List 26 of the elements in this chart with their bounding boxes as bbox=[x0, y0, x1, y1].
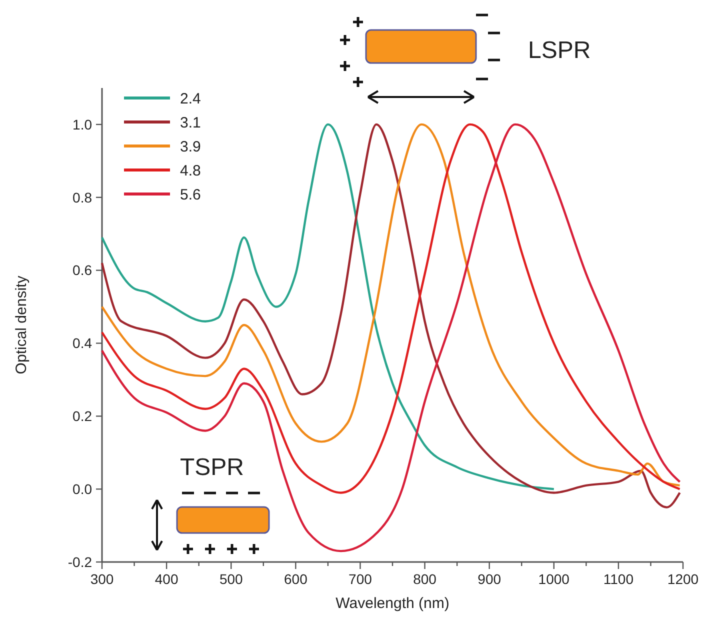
x-tick-label: 1100 bbox=[603, 571, 634, 587]
x-tick-label: 1200 bbox=[667, 571, 699, 587]
y-tick-label: -0.2 bbox=[68, 554, 92, 570]
x-tick-label: 1000 bbox=[538, 571, 570, 587]
y-tick-label: 0.2 bbox=[72, 408, 92, 424]
legend-label: 5.6 bbox=[180, 186, 201, 204]
x-tick-label: 700 bbox=[348, 571, 372, 587]
y-tick-label: 0.8 bbox=[72, 189, 92, 206]
annotation: TSPR bbox=[180, 454, 244, 481]
legend-label: 4.8 bbox=[180, 162, 201, 180]
y-tick-label: 0.0 bbox=[72, 480, 92, 497]
legend-label: 3.9 bbox=[180, 138, 201, 156]
y-tick-label: 1.0 bbox=[72, 116, 92, 132]
x-tick-label: 500 bbox=[219, 571, 244, 587]
legend-label: 2.4 bbox=[180, 90, 201, 108]
text: LSPR bbox=[528, 37, 591, 64]
y-axis-title: Optical density bbox=[13, 275, 30, 374]
x-tick-label: 400 bbox=[154, 571, 178, 587]
legend-label: 3.1 bbox=[180, 114, 201, 132]
x-axis-title: Wavelength (nm) bbox=[336, 595, 450, 612]
x-tick-label: 300 bbox=[90, 571, 114, 587]
x-tick-label: 600 bbox=[284, 571, 308, 587]
y-tick-label: 0.6 bbox=[72, 262, 92, 278]
x-tick-label: 900 bbox=[478, 571, 502, 587]
x-tick-label: 800 bbox=[413, 571, 437, 587]
y-tick-label: 0.4 bbox=[72, 335, 92, 352]
